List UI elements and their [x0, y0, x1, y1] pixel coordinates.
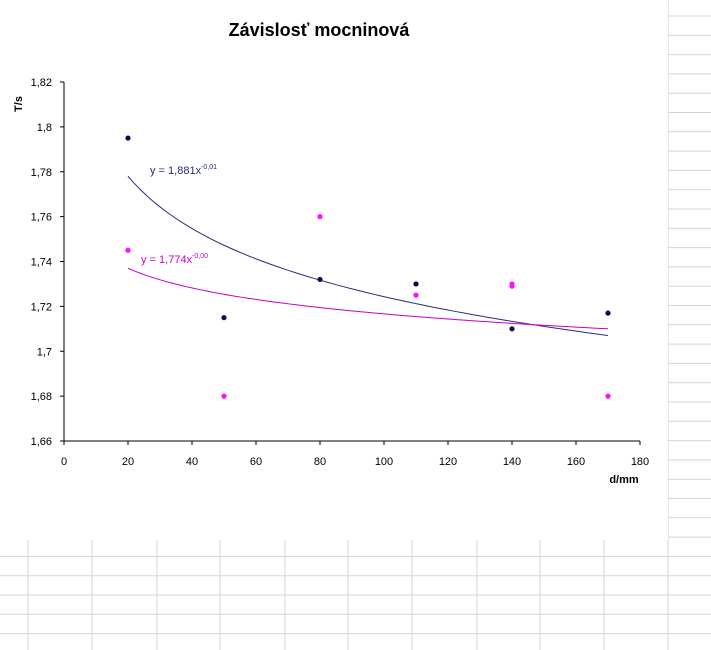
- y-tick-label: 1,74: [31, 257, 52, 269]
- x-axis-label: d/mm: [609, 474, 639, 486]
- data-point-series-2: [317, 214, 323, 220]
- trendline-equations: y = 1,881x-0,01 y = 1,774x-0,00: [141, 164, 217, 266]
- y-tick-label: 1,82: [31, 77, 52, 89]
- x-tick-label: 180: [631, 456, 649, 468]
- x-tick-label: 100: [375, 456, 393, 468]
- x-tick-label: 160: [567, 456, 585, 468]
- y-tick-label: 1,68: [31, 391, 52, 403]
- data-point-series-2: [605, 393, 611, 399]
- trendlines: [127, 175, 609, 337]
- data-point-series-2: [125, 247, 131, 253]
- data-point-series-1: [509, 326, 515, 332]
- chart-area[interactable]: Závislosť mocninová T/s d/mm 1,66 1,68 1,7…: [0, 0, 668, 540]
- data-point-series-1: [317, 276, 323, 283]
- data-point-series-1: [125, 135, 131, 141]
- x-tick-label: 80: [314, 456, 326, 468]
- data-point-series-2: [221, 393, 227, 399]
- y-tick-label: 1,7: [37, 346, 52, 358]
- x-tick-label: 20: [122, 456, 134, 468]
- trendline-series-2: [127, 267, 609, 330]
- x-tick-label: 60: [250, 456, 262, 468]
- trendline-equation-series-2: y = 1,774x-0,00: [141, 253, 208, 266]
- data-point-series-1: [605, 310, 611, 316]
- trendline-equation-series-1: y = 1,881x-0,01: [150, 164, 217, 177]
- y-tick-label: 1,78: [31, 167, 52, 179]
- y-tick-label: 1,8: [37, 122, 52, 134]
- y-tick-label: 1,76: [31, 212, 52, 224]
- chart-svg: Závislosť mocninová T/s d/mm 1,66 1,68 1,7…: [13, 20, 650, 486]
- x-tick-label: 140: [503, 456, 521, 468]
- axes: 1,66 1,68 1,7 1,72 1,74 1,76 1,78 1,8 1,82 0 20 40 6…: [31, 77, 650, 468]
- data-point-series-2: [413, 292, 419, 298]
- y-axis-label: T/s: [13, 96, 25, 112]
- x-tick-label: 0: [61, 456, 67, 468]
- y-tick-label: 1,66: [31, 436, 52, 448]
- y-tick-label: 1,72: [31, 301, 52, 313]
- x-tick-label: 120: [439, 456, 457, 468]
- data-point-series-1: [413, 281, 419, 287]
- chart-title: Závislosť mocninová: [229, 20, 411, 40]
- data-point-series-2: [509, 283, 515, 289]
- data-points: [125, 135, 611, 399]
- data-point-series-1: [221, 314, 227, 321]
- x-tick-label: 40: [186, 456, 198, 468]
